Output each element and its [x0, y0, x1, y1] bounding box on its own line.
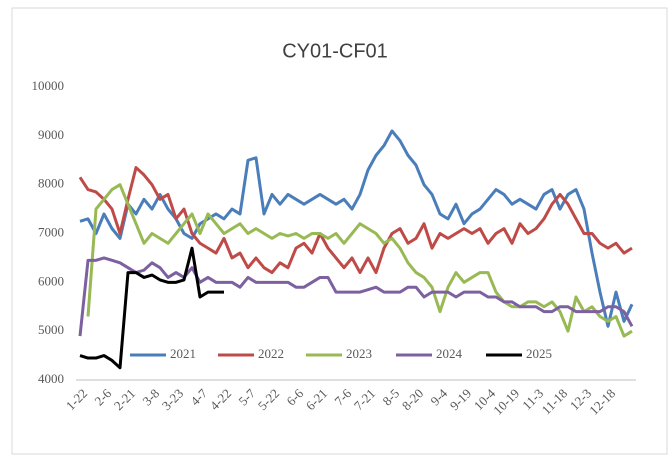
x-tick-label: 3-8	[139, 386, 162, 409]
x-tick-label: 1-22	[63, 386, 90, 413]
x-tick-label: 11-18	[539, 386, 571, 418]
x-tick-label: 9-19	[447, 386, 474, 413]
y-tick-label: 6000	[38, 273, 64, 288]
series-line	[79, 246, 224, 370]
y-tick-label: 7000	[38, 224, 64, 239]
x-tick-label: 12-18	[586, 386, 618, 418]
x-tick-label: 5-22	[255, 386, 282, 413]
series-line	[79, 129, 634, 328]
y-tick-label: 9000	[38, 127, 64, 142]
y-tick-label: 4000	[38, 371, 64, 386]
y-tick-label: 8000	[38, 176, 64, 191]
x-tick-label: 10-19	[490, 386, 522, 418]
x-tick-label: 7-21	[351, 386, 378, 413]
x-tick-label: 9-4	[427, 385, 450, 408]
x-tick-label: 6-21	[303, 386, 330, 413]
chart-title: CY01-CF01	[282, 40, 388, 62]
legend-label: 2024	[436, 346, 463, 361]
x-tick-label: 2-6	[91, 385, 114, 408]
x-tick-label: 3-23	[159, 386, 186, 413]
x-tick-label: 6-6	[283, 385, 306, 408]
x-tick-label: 5-7	[235, 385, 258, 408]
x-tick-label: 8-20	[399, 386, 426, 413]
y-tick-label: 5000	[38, 322, 64, 337]
legend-label: 2022	[258, 346, 284, 361]
chart-frame	[11, 7, 668, 455]
x-tick-label: 4-7	[187, 385, 210, 408]
legend-label: 2023	[346, 346, 372, 361]
x-tick-label: 4-22	[207, 386, 234, 413]
legend-label: 2025	[526, 346, 552, 361]
y-tick-label: 10000	[32, 78, 65, 93]
series-line	[78, 256, 634, 337]
legend-label: 2021	[170, 346, 196, 361]
x-tick-label: 7-6	[331, 385, 354, 408]
x-tick-label: 8-5	[379, 386, 402, 409]
x-tick-label: 2-21	[111, 386, 138, 413]
series-line	[78, 166, 633, 275]
series-line	[86, 183, 633, 338]
